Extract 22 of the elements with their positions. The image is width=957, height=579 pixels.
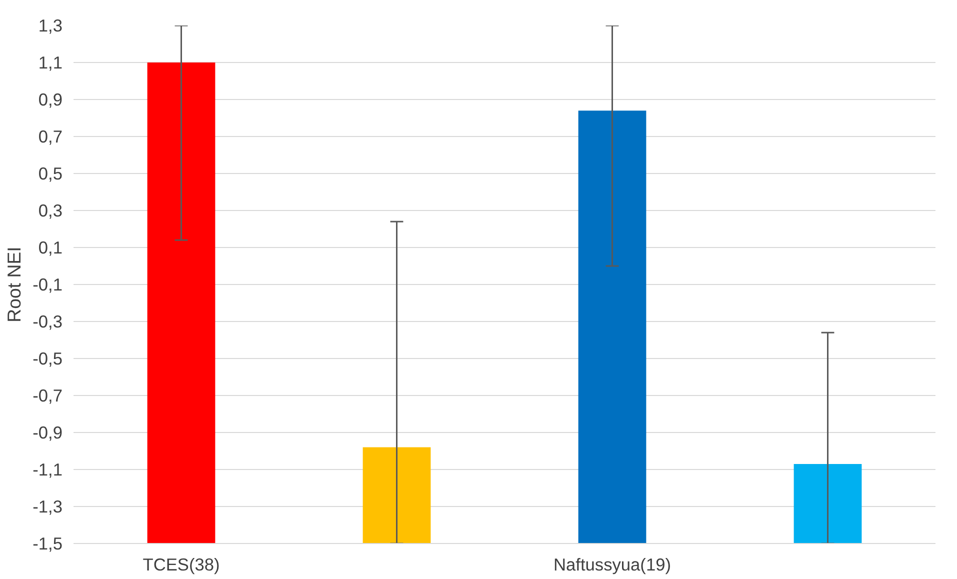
bar bbox=[147, 62, 216, 544]
y-tick-label: 1,3 bbox=[38, 16, 63, 36]
y-tick-label: 0,5 bbox=[38, 164, 63, 184]
y-tick-label: -1,3 bbox=[32, 496, 62, 516]
y-tick-label: -0,1 bbox=[32, 274, 62, 294]
y-tick-label: 0,3 bbox=[38, 200, 63, 220]
y-axis-title: Root NEI bbox=[4, 246, 25, 322]
y-tick-label: 0,7 bbox=[38, 126, 63, 146]
x-tick-label: TCES(38) bbox=[142, 554, 220, 574]
x-tick-label: Naftussyua(19) bbox=[554, 554, 671, 574]
y-tick-label: -0,5 bbox=[32, 348, 62, 368]
y-tick-label: 1,1 bbox=[38, 52, 63, 72]
y-tick-label: -1,5 bbox=[32, 534, 62, 554]
y-tick-label: 0,1 bbox=[38, 238, 63, 258]
bar bbox=[362, 447, 431, 544]
bar bbox=[578, 110, 646, 544]
y-tick-label: -0,3 bbox=[32, 312, 62, 332]
y-tick-label: -0,9 bbox=[32, 422, 62, 442]
y-tick-label: 0,9 bbox=[38, 90, 63, 110]
y-tick-label: -1,1 bbox=[32, 460, 62, 480]
bar bbox=[794, 464, 862, 544]
y-tick-label: -0,7 bbox=[32, 386, 62, 406]
